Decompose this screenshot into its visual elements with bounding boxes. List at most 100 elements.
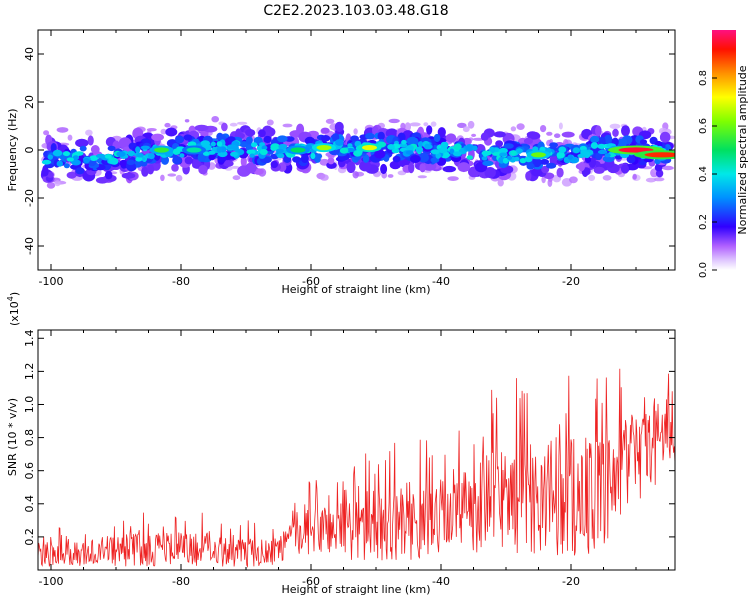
spectrogram-hotspot-core xyxy=(316,145,332,151)
spectrogram-cell xyxy=(270,160,278,169)
spectrogram-cell xyxy=(161,155,169,165)
spectrogram-cell xyxy=(567,154,573,160)
spectrogram-cell xyxy=(172,155,183,165)
y-tick-label: 1.2 xyxy=(23,363,36,381)
spectrogram-cell xyxy=(251,142,258,148)
spectrogram-cell xyxy=(56,160,63,167)
spectrogram-speckle xyxy=(184,119,190,123)
spectrogram-cell xyxy=(419,163,426,173)
spectrogram-speckle xyxy=(588,174,596,181)
spectrogram-speckle xyxy=(632,173,637,180)
spectrogram-y-label: Frequency (Hz) xyxy=(6,109,19,192)
spectrogram-cell xyxy=(493,131,506,138)
spectrogram-cell xyxy=(374,149,386,159)
spectrogram-cell xyxy=(437,127,446,138)
spectrogram-cell xyxy=(104,154,112,159)
spectrogram-cell xyxy=(430,157,440,164)
spectrogram-cell xyxy=(87,135,94,146)
spectrogram-speckle xyxy=(54,180,61,187)
spectrogram-cell xyxy=(136,152,144,158)
spectrogram-cell xyxy=(116,151,126,157)
spectrogram-speckle xyxy=(558,122,563,130)
spectrogram-cell xyxy=(90,145,100,154)
spectrogram-cell xyxy=(531,167,543,177)
x-tick-label: -60 xyxy=(302,575,320,588)
spectrogram-cell xyxy=(597,149,608,155)
spectrogram-cell xyxy=(526,163,535,170)
spectrogram-cell xyxy=(482,160,494,167)
spectrogram-cell xyxy=(346,161,356,173)
spectrogram-cell xyxy=(639,139,648,145)
spectrogram-cell xyxy=(107,145,116,152)
spectrogram-speckle xyxy=(417,175,427,179)
snr-y-label: SNR (10 * v/v) xyxy=(6,398,19,476)
spectrogram-x-ticks: -100 -80 -60 -40 -20 xyxy=(39,30,669,288)
spectrogram-x-label: Height of straight line (km) xyxy=(281,283,430,296)
spectrogram-cell xyxy=(433,133,441,143)
spectrogram-speckle xyxy=(388,118,400,124)
y-tick-label: 1.0 xyxy=(23,396,36,414)
colorbar-tick-label: 0.6 xyxy=(698,118,709,134)
spectrogram-cell xyxy=(245,129,256,137)
spectrogram-cell xyxy=(278,143,288,150)
y-tick-label: 0.8 xyxy=(23,429,36,447)
spectrogram-cell xyxy=(165,127,178,137)
spectrogram-cell xyxy=(359,160,372,172)
spectrogram-cell xyxy=(453,143,462,150)
spectrogram-speckle xyxy=(232,175,241,181)
y-tick-label: 0.6 xyxy=(23,462,36,480)
spectrogram-cell xyxy=(304,136,315,145)
spectrogram-cell xyxy=(604,134,613,144)
y-tick-label: 40 xyxy=(23,47,36,61)
spectrogram-speckle xyxy=(229,122,238,127)
spectrogram-cell xyxy=(523,137,533,145)
spectrogram-cell xyxy=(71,159,81,166)
spectrogram-speckle xyxy=(497,178,504,187)
spectrogram-cell xyxy=(104,170,113,180)
spectrogram-cell xyxy=(595,152,603,161)
spectrogram-cell xyxy=(275,148,284,154)
spectrogram-speckle xyxy=(404,122,411,132)
spectrogram-cell xyxy=(259,142,266,147)
spectrogram-cell xyxy=(109,159,119,165)
spectrogram-cell xyxy=(216,146,223,153)
spectrogram-cell xyxy=(50,143,57,153)
spectrogram-cell xyxy=(449,148,455,155)
spectrogram-speckle xyxy=(46,182,56,189)
spectrogram-speckle xyxy=(546,131,553,136)
spectrogram-hotspot-core xyxy=(154,147,169,153)
spectrogram-speckle xyxy=(547,178,553,187)
spectrogram-cell xyxy=(184,156,194,165)
spectrogram-speckle xyxy=(282,123,293,128)
spectrogram-cell xyxy=(590,142,599,149)
x-tick-label: -100 xyxy=(39,575,64,588)
spectrogram-cell xyxy=(208,150,216,155)
spectrogram-speckle xyxy=(554,133,561,138)
spectrogram-speckle xyxy=(423,122,429,127)
spectrogram-panel: -100 -80 -60 -40 -20 -40 -20 0 20 40 Height of s… xyxy=(6,29,676,296)
spectrogram-speckle xyxy=(457,122,467,128)
spectrogram-speckle xyxy=(43,130,50,136)
snr-frame xyxy=(37,329,676,571)
spectrogram-cell xyxy=(595,125,602,137)
spectrogram-cell xyxy=(391,148,400,154)
spectrogram-cell xyxy=(626,163,639,171)
spectrogram-cell xyxy=(258,129,266,138)
spectrogram-cell xyxy=(466,155,473,160)
spectrogram-speckle xyxy=(569,176,578,184)
spectrogram-cell xyxy=(320,127,330,134)
spectrogram-cell xyxy=(151,133,165,141)
snr-y-unit-exp: 4 xyxy=(6,296,15,301)
spectrogram-cell xyxy=(440,141,447,149)
spectrogram-cell xyxy=(230,151,238,157)
spectrogram-cell xyxy=(480,132,489,141)
spectrogram-cell xyxy=(457,162,470,173)
spectrogram-cell xyxy=(246,149,256,155)
spectrogram-cell xyxy=(276,135,288,143)
spectrogram-cell xyxy=(495,140,503,148)
spectrogram-cell xyxy=(63,163,70,169)
spectrogram-speckle xyxy=(352,171,359,179)
spectrogram-speckle xyxy=(541,176,546,184)
spectrogram-speckle xyxy=(325,118,335,124)
spectrogram-cell xyxy=(465,144,475,151)
